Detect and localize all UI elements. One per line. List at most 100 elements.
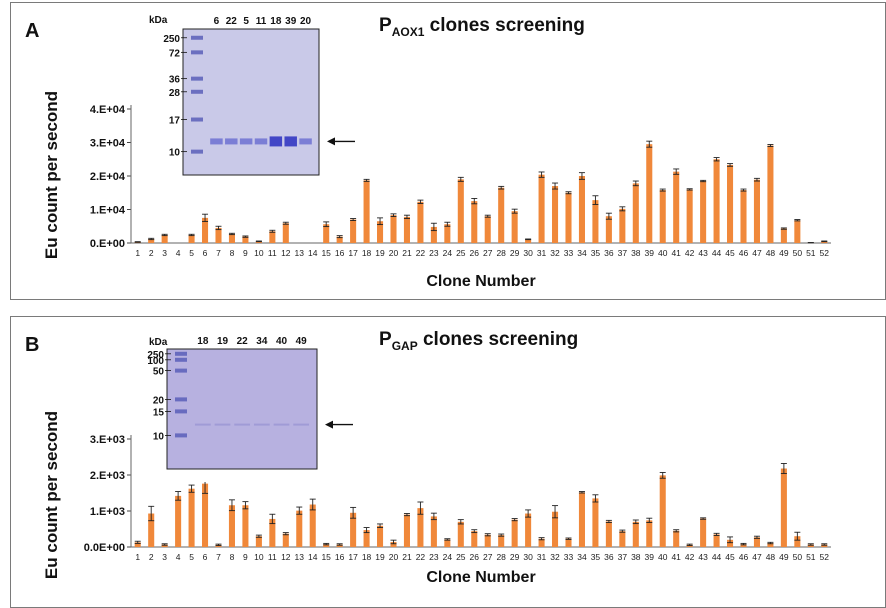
bar — [377, 525, 384, 547]
bar — [753, 179, 760, 243]
y-tick-label: 2.E+03 — [90, 470, 125, 482]
x-tick-label: 22 — [416, 552, 426, 562]
x-tick-label: 31 — [537, 248, 547, 258]
x-tick-label: 35 — [591, 248, 601, 258]
ladder-label: 250 — [163, 34, 180, 45]
bar — [552, 186, 559, 243]
y-axis-label-b: Eu count per second — [42, 411, 61, 579]
protein-band — [269, 136, 283, 147]
ladder-label: 72 — [169, 48, 181, 59]
x-tick-label: 47 — [752, 248, 762, 258]
bar — [632, 521, 639, 547]
bar — [686, 189, 693, 243]
bar — [646, 520, 653, 547]
panel-b: B PGAP clones screening Eu count per secon… — [10, 316, 886, 608]
bar — [309, 504, 316, 547]
bar — [390, 541, 397, 547]
protein-band — [284, 136, 297, 147]
x-tick-label: 46 — [739, 248, 749, 258]
bar — [471, 531, 478, 547]
bar — [525, 239, 532, 243]
lane-label: 39 — [285, 16, 297, 27]
bar — [403, 216, 410, 243]
bar — [821, 241, 828, 243]
lane-label: 19 — [217, 336, 229, 347]
bar — [242, 236, 249, 243]
protein-band — [273, 423, 290, 426]
protein-band — [194, 423, 211, 426]
x-tick-label: 47 — [752, 552, 762, 562]
x-tick-label: 13 — [295, 248, 305, 258]
x-tick-label: 2 — [149, 248, 154, 258]
x-tick-label: 49 — [779, 248, 789, 258]
y-axis-label-a: Eu count per second — [42, 91, 61, 259]
x-tick-label: 25 — [456, 248, 466, 258]
bar — [740, 544, 747, 547]
x-tick-label: 33 — [564, 552, 574, 562]
y-tick-label: 3.E+04 — [90, 138, 126, 150]
x-tick-label: 44 — [712, 248, 722, 258]
band-arrow-head — [327, 137, 335, 146]
x-tick-label: 45 — [725, 248, 735, 258]
gel-image — [182, 28, 320, 176]
lane-label: 40 — [276, 336, 288, 347]
x-tick-label: 32 — [550, 248, 560, 258]
ladder-label: 10 — [169, 148, 181, 159]
ladder-band — [175, 397, 187, 402]
y-tick-label: 3.E+03 — [90, 434, 125, 446]
x-tick-label: 41 — [671, 552, 681, 562]
x-tick-label: 7 — [216, 248, 221, 258]
chart-a: A PAOX1 clones screening Eu count per seco… — [25, 13, 831, 290]
bar — [390, 215, 397, 243]
protein-band — [239, 138, 253, 145]
x-tick-label: 50 — [793, 248, 803, 258]
lane-label: 5 — [243, 16, 249, 27]
bar — [282, 223, 289, 243]
x-tick-label: 10 — [254, 248, 264, 258]
x-tick-label: 36 — [604, 248, 614, 258]
x-tick-label: 35 — [591, 552, 601, 562]
x-tick-label: 21 — [402, 552, 412, 562]
bar — [255, 241, 262, 243]
x-tick-label: 22 — [416, 248, 426, 258]
bar — [403, 514, 410, 547]
x-tick-label: 25 — [456, 552, 466, 562]
x-tick-label: 36 — [604, 552, 614, 562]
x-tick-label: 2 — [149, 552, 154, 562]
bar — [780, 468, 787, 547]
x-tick-label: 30 — [523, 248, 533, 258]
x-tick-label: 27 — [483, 248, 493, 258]
ladder-label: 28 — [169, 88, 181, 99]
bar — [807, 544, 814, 547]
ladder-band — [191, 35, 203, 40]
x-tick-label: 23 — [429, 248, 439, 258]
x-tick-label: 5 — [189, 552, 194, 562]
x-tick-label: 27 — [483, 552, 493, 562]
bar — [538, 538, 545, 547]
lane-label: 6 — [214, 16, 220, 27]
x-tick-label: 46 — [739, 552, 749, 562]
band-arrow-head — [325, 420, 333, 429]
bar — [740, 190, 747, 243]
x-tick-label: 43 — [698, 552, 708, 562]
ladder-label: 36 — [169, 75, 181, 86]
x-tick-label: 33 — [564, 248, 574, 258]
x-tick-label: 6 — [203, 248, 208, 258]
x-tick-label: 7 — [216, 552, 221, 562]
bar — [498, 187, 505, 243]
bar — [673, 530, 680, 547]
x-tick-label: 26 — [470, 248, 480, 258]
bar — [363, 530, 370, 547]
bar — [767, 543, 774, 547]
x-tick-label: 51 — [806, 552, 816, 562]
bar — [592, 200, 599, 243]
x-tick-label: 39 — [645, 552, 655, 562]
bar — [498, 535, 505, 547]
x-tick-label: 8 — [230, 248, 235, 258]
x-tick-label: 10 — [254, 552, 264, 562]
bar — [659, 190, 666, 243]
bar — [605, 216, 612, 243]
panel-letter-b: B — [25, 334, 39, 356]
ladder-band — [175, 351, 187, 356]
bar — [417, 508, 424, 547]
